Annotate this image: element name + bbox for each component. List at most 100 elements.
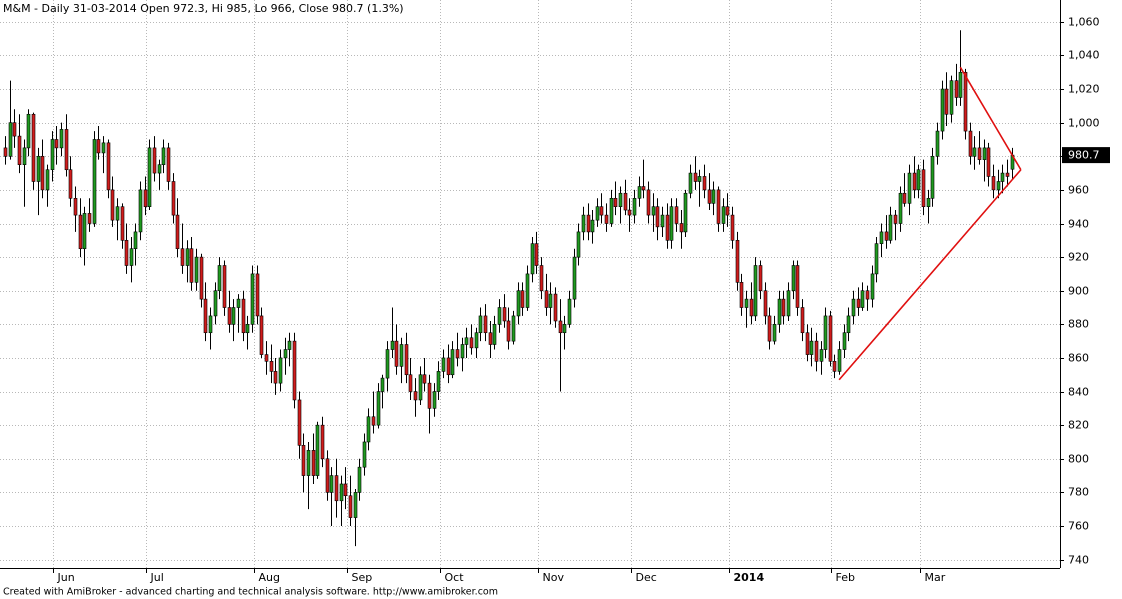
candle-body <box>1000 172 1005 182</box>
candle-body <box>306 450 311 476</box>
candle-body <box>231 307 236 325</box>
candle-body <box>898 192 903 224</box>
candle-body <box>707 189 712 204</box>
candle-body <box>469 337 474 349</box>
candle-body <box>725 206 730 216</box>
candle-body <box>506 320 511 342</box>
candle-body <box>208 315 213 334</box>
candle-body <box>157 164 162 174</box>
y-tick-label: 1,060 <box>1068 16 1100 29</box>
candle-body <box>26 113 31 149</box>
candle-body <box>502 307 507 322</box>
candle-body <box>977 147 982 160</box>
candle-body <box>278 357 283 384</box>
candle-body <box>786 290 791 317</box>
candle-body <box>618 192 623 207</box>
x-tick-label: Jul <box>150 571 164 584</box>
x-tick-label: Aug <box>259 571 280 584</box>
candle-body <box>940 88 945 132</box>
candle-body <box>856 298 861 308</box>
candle-body <box>646 189 651 216</box>
candle-body <box>767 315 772 342</box>
candle-body <box>772 324 777 342</box>
candle-body <box>599 206 604 216</box>
candle-body <box>64 129 69 171</box>
candle-body <box>968 130 973 157</box>
y-tick-label: 1,020 <box>1068 83 1100 96</box>
candle-body <box>823 315 828 350</box>
x-tick-label: 2014 <box>734 571 765 584</box>
candle-body <box>991 176 996 191</box>
candle-body <box>921 169 926 207</box>
candle-body <box>884 231 889 241</box>
candle-body <box>36 155 41 182</box>
candle-body <box>259 315 264 355</box>
candle-body <box>92 139 97 224</box>
candle-body <box>567 298 572 325</box>
candle-body <box>408 374 413 392</box>
candle-body <box>129 248 134 266</box>
candle-body <box>791 265 796 292</box>
candle-body <box>422 374 427 384</box>
candle-body <box>534 243 539 266</box>
candle-body <box>59 129 64 149</box>
last-price-label: 980.7 <box>1068 149 1100 162</box>
candle-body <box>287 340 292 350</box>
y-tick-label: 1,000 <box>1068 117 1100 130</box>
x-tick-label: Dec <box>636 571 657 584</box>
candle-body <box>637 186 642 199</box>
candle-body <box>777 298 782 325</box>
candle-body <box>819 349 824 362</box>
candle-body <box>954 80 959 98</box>
candle-body <box>697 176 702 182</box>
candle-body <box>958 71 963 98</box>
candle-body <box>492 324 497 345</box>
candle-body <box>371 416 376 426</box>
candle-body <box>488 332 493 345</box>
candle-body <box>674 206 679 224</box>
candle-body <box>828 315 833 362</box>
candle-body <box>679 223 684 233</box>
y-tick-label: 960 <box>1068 184 1089 197</box>
candle-body <box>241 298 246 334</box>
candle-body <box>651 206 656 216</box>
candle-body <box>54 139 59 149</box>
candle-body <box>478 315 483 334</box>
candle-body <box>399 344 404 367</box>
candle-body <box>301 445 306 476</box>
candle-body <box>199 256 204 300</box>
candle-body <box>413 391 418 401</box>
candle-body <box>548 293 553 308</box>
candle-body <box>31 113 36 182</box>
candle-body <box>837 349 842 372</box>
candle-body <box>446 357 451 376</box>
candle-body <box>40 155 45 191</box>
candle-body <box>250 273 255 325</box>
candle-body <box>329 475 334 493</box>
candle-body <box>832 361 837 372</box>
candle-body <box>464 337 469 345</box>
candle-body <box>590 219 595 233</box>
candle-body <box>325 458 330 493</box>
candle-body <box>1005 172 1010 177</box>
candle-body <box>203 298 208 334</box>
candle-body <box>455 349 460 359</box>
candle-body <box>935 130 940 157</box>
candle-body <box>143 189 148 207</box>
candle-body <box>744 298 749 308</box>
candle-body <box>721 206 726 224</box>
candle-body <box>865 290 870 300</box>
candle-body <box>516 290 521 317</box>
candle-body <box>944 88 949 115</box>
candle-body <box>627 209 632 216</box>
candle-body <box>581 214 586 233</box>
candle-body <box>166 147 171 182</box>
candle-body <box>586 214 591 233</box>
candle-body <box>115 206 120 221</box>
candle-body <box>362 441 367 468</box>
y-tick-label: 840 <box>1068 386 1089 399</box>
candle-body <box>972 147 977 157</box>
candle-body <box>194 256 199 283</box>
last-price-box <box>1062 147 1110 164</box>
